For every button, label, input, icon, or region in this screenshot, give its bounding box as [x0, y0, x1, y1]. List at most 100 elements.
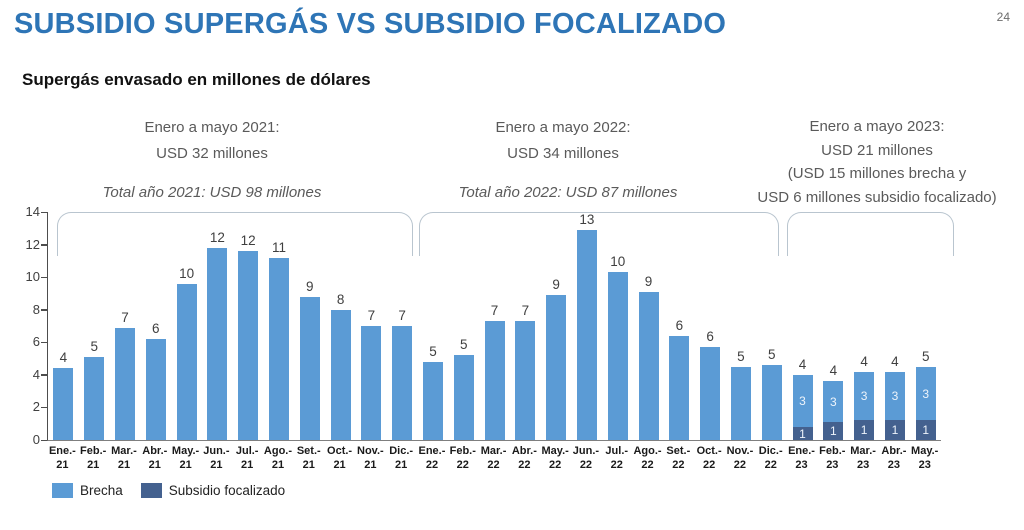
- bar-value-label: 7: [398, 308, 406, 323]
- brecha-bar-segment: [145, 339, 166, 440]
- bar-slot: 7: [387, 212, 418, 440]
- x-axis-category-label: Dic.- 21: [389, 445, 414, 471]
- brecha-bar-segment: 3: [792, 374, 813, 427]
- y-axis-tick-mark: [41, 244, 47, 246]
- bar-value-label: 6: [152, 321, 160, 337]
- annotation-2021: Enero a mayo 2021: USD 32 millones: [87, 115, 337, 167]
- brecha-bar-segment: 3: [915, 366, 936, 421]
- y-axis-tick-mark: [41, 211, 47, 213]
- bar-slot: 7: [356, 212, 387, 440]
- bar-value-label: 7: [121, 309, 129, 325]
- legend-label-subsidio-focalizado: Subsidio focalizado: [168, 483, 286, 498]
- bar-value-label: 5: [737, 348, 745, 364]
- year-bracket-2022: [419, 212, 779, 256]
- bar-value-label: 6: [706, 329, 714, 345]
- bar-slot: 5: [756, 212, 787, 440]
- bar-value-label: 5: [921, 348, 930, 364]
- bar-slot: 12: [202, 212, 233, 440]
- x-axis-category-label: May.- 22: [541, 445, 569, 471]
- bar-slot: 5: [726, 212, 757, 440]
- brecha-bar-segment: [638, 291, 659, 440]
- x-axis-category-label: May.- 23: [911, 445, 939, 471]
- bar-value-label: 7: [521, 303, 530, 319]
- bar-value-label: 5: [460, 337, 468, 353]
- brecha-bar-segment: [207, 247, 228, 440]
- brecha-bar-segment: [669, 335, 690, 440]
- y-axis-tick-label: 0: [32, 432, 40, 447]
- bar-value-label: 10: [179, 265, 195, 281]
- annotation-2022-line1: Enero a mayo 2022:: [495, 119, 631, 136]
- bar-value-label: 9: [644, 273, 653, 289]
- year-bracket-2021: [57, 212, 413, 256]
- x-axis-category-label: Feb.- 22: [449, 445, 476, 471]
- brecha-bar-segment: [546, 295, 567, 440]
- brecha-bar-segment: [700, 347, 721, 440]
- y-axis-tick-mark: [41, 374, 47, 376]
- brecha-bar-segment: [114, 327, 135, 440]
- bar-slot: 6: [664, 212, 695, 440]
- y-axis-tick-mark: [41, 309, 47, 311]
- y-axis-tick-mark: [41, 276, 47, 279]
- x-axis-category-label: Jul.- 22: [605, 445, 629, 471]
- page-number: 24: [996, 10, 1010, 24]
- brecha-bar-segment: [515, 321, 536, 440]
- annotation-total-2021: Total año 2021: USD 98 millones: [102, 184, 322, 201]
- bar-value-label: 9: [552, 277, 560, 293]
- bar-slot: 6: [695, 212, 726, 440]
- x-axis-category-label: Oct.- 22: [696, 445, 722, 471]
- subsidio-focalizado-bar-segment: 1: [884, 420, 905, 440]
- bar-value-label: 9: [306, 278, 314, 294]
- annotation-2023-line1: Enero a mayo 2023:: [809, 118, 945, 135]
- bar-chart-plot-area: 0 2 4 6 8 10 12 14 4 5 7 6 10 12 12 11 9 8 7 7 5 5 7 7 9 13 10 9 6 6 5…: [26, 205, 941, 447]
- x-axis-category-label: Set.- 22: [666, 445, 691, 471]
- legend-item-brecha: Brecha: [52, 483, 123, 498]
- bar-slot: 5: [79, 212, 110, 440]
- annotation-2023-line4: USD 6 millones subsidio focalizado): [757, 188, 997, 206]
- brecha-bar-segment: [299, 296, 320, 440]
- bar-slot: 8: [325, 212, 356, 440]
- bar-value-label: 7: [490, 303, 499, 319]
- annotation-2022: Enero a mayo 2022: USD 34 millones: [443, 115, 683, 167]
- bar-value-label: 4: [798, 356, 807, 372]
- bar-value-label: 13: [579, 211, 595, 227]
- bar-value-label: 12: [209, 229, 225, 245]
- brecha-bar-segment: 3: [884, 371, 905, 421]
- brecha-bar-segment: [361, 326, 382, 440]
- x-axis-category-label: Dic.- 22: [758, 445, 783, 471]
- x-axis-category-label: Mar.- 23: [850, 445, 876, 471]
- x-axis-category-label: Jul.- 21: [235, 445, 259, 471]
- x-axis-category-label: Nov.- 22: [726, 445, 754, 471]
- page-title: SUBSIDIO SUPERGÁS VS SUBSIDIO FOCALIZADO: [14, 8, 727, 40]
- bar-slot: 9: [294, 212, 325, 440]
- x-axis-category-label: Nov.- 21: [357, 445, 384, 471]
- brecha-bar-segment: [761, 365, 782, 440]
- bar-slot: 5: [448, 212, 479, 440]
- y-axis-tick-mark: [41, 406, 47, 409]
- x-axis-category-label: May.- 21: [171, 445, 200, 471]
- subsidio-focalizado-bar-segment: 1: [792, 427, 813, 441]
- brecha-bar-segment: 3: [854, 371, 875, 421]
- brecha-bar-segment: [576, 229, 597, 440]
- annotation-2023-line2: USD 21 millones: [821, 141, 933, 159]
- y-axis-tick-label: 8: [32, 301, 40, 317]
- brecha-bar-segment: [607, 272, 628, 440]
- bar-slot: 10: [171, 212, 202, 440]
- bar-slot: 9: [541, 212, 572, 440]
- bar-value-label: 10: [610, 254, 626, 270]
- x-axis-category-label: Mar.- 21: [111, 445, 137, 471]
- x-axis-category-label: Ene.- 23: [788, 445, 815, 471]
- bar-value-label: 4: [829, 363, 838, 379]
- bar-value-label: 4: [891, 353, 899, 369]
- brecha-bar-segment: [84, 356, 105, 440]
- x-axis-category-label: Ene.- 22: [418, 445, 446, 471]
- y-axis-tick-label: 12: [25, 236, 40, 252]
- brecha-bar-segment: [176, 283, 197, 440]
- bar-value-label: 11: [271, 239, 286, 255]
- annotation-2021-line1: Enero a mayo 2021:: [144, 119, 280, 136]
- subsidio-focalizado-color-swatch: [140, 483, 162, 498]
- bar-slot: 10: [602, 212, 633, 440]
- annotation-total-2022: Total año 2022: USD 87 millones: [458, 184, 678, 201]
